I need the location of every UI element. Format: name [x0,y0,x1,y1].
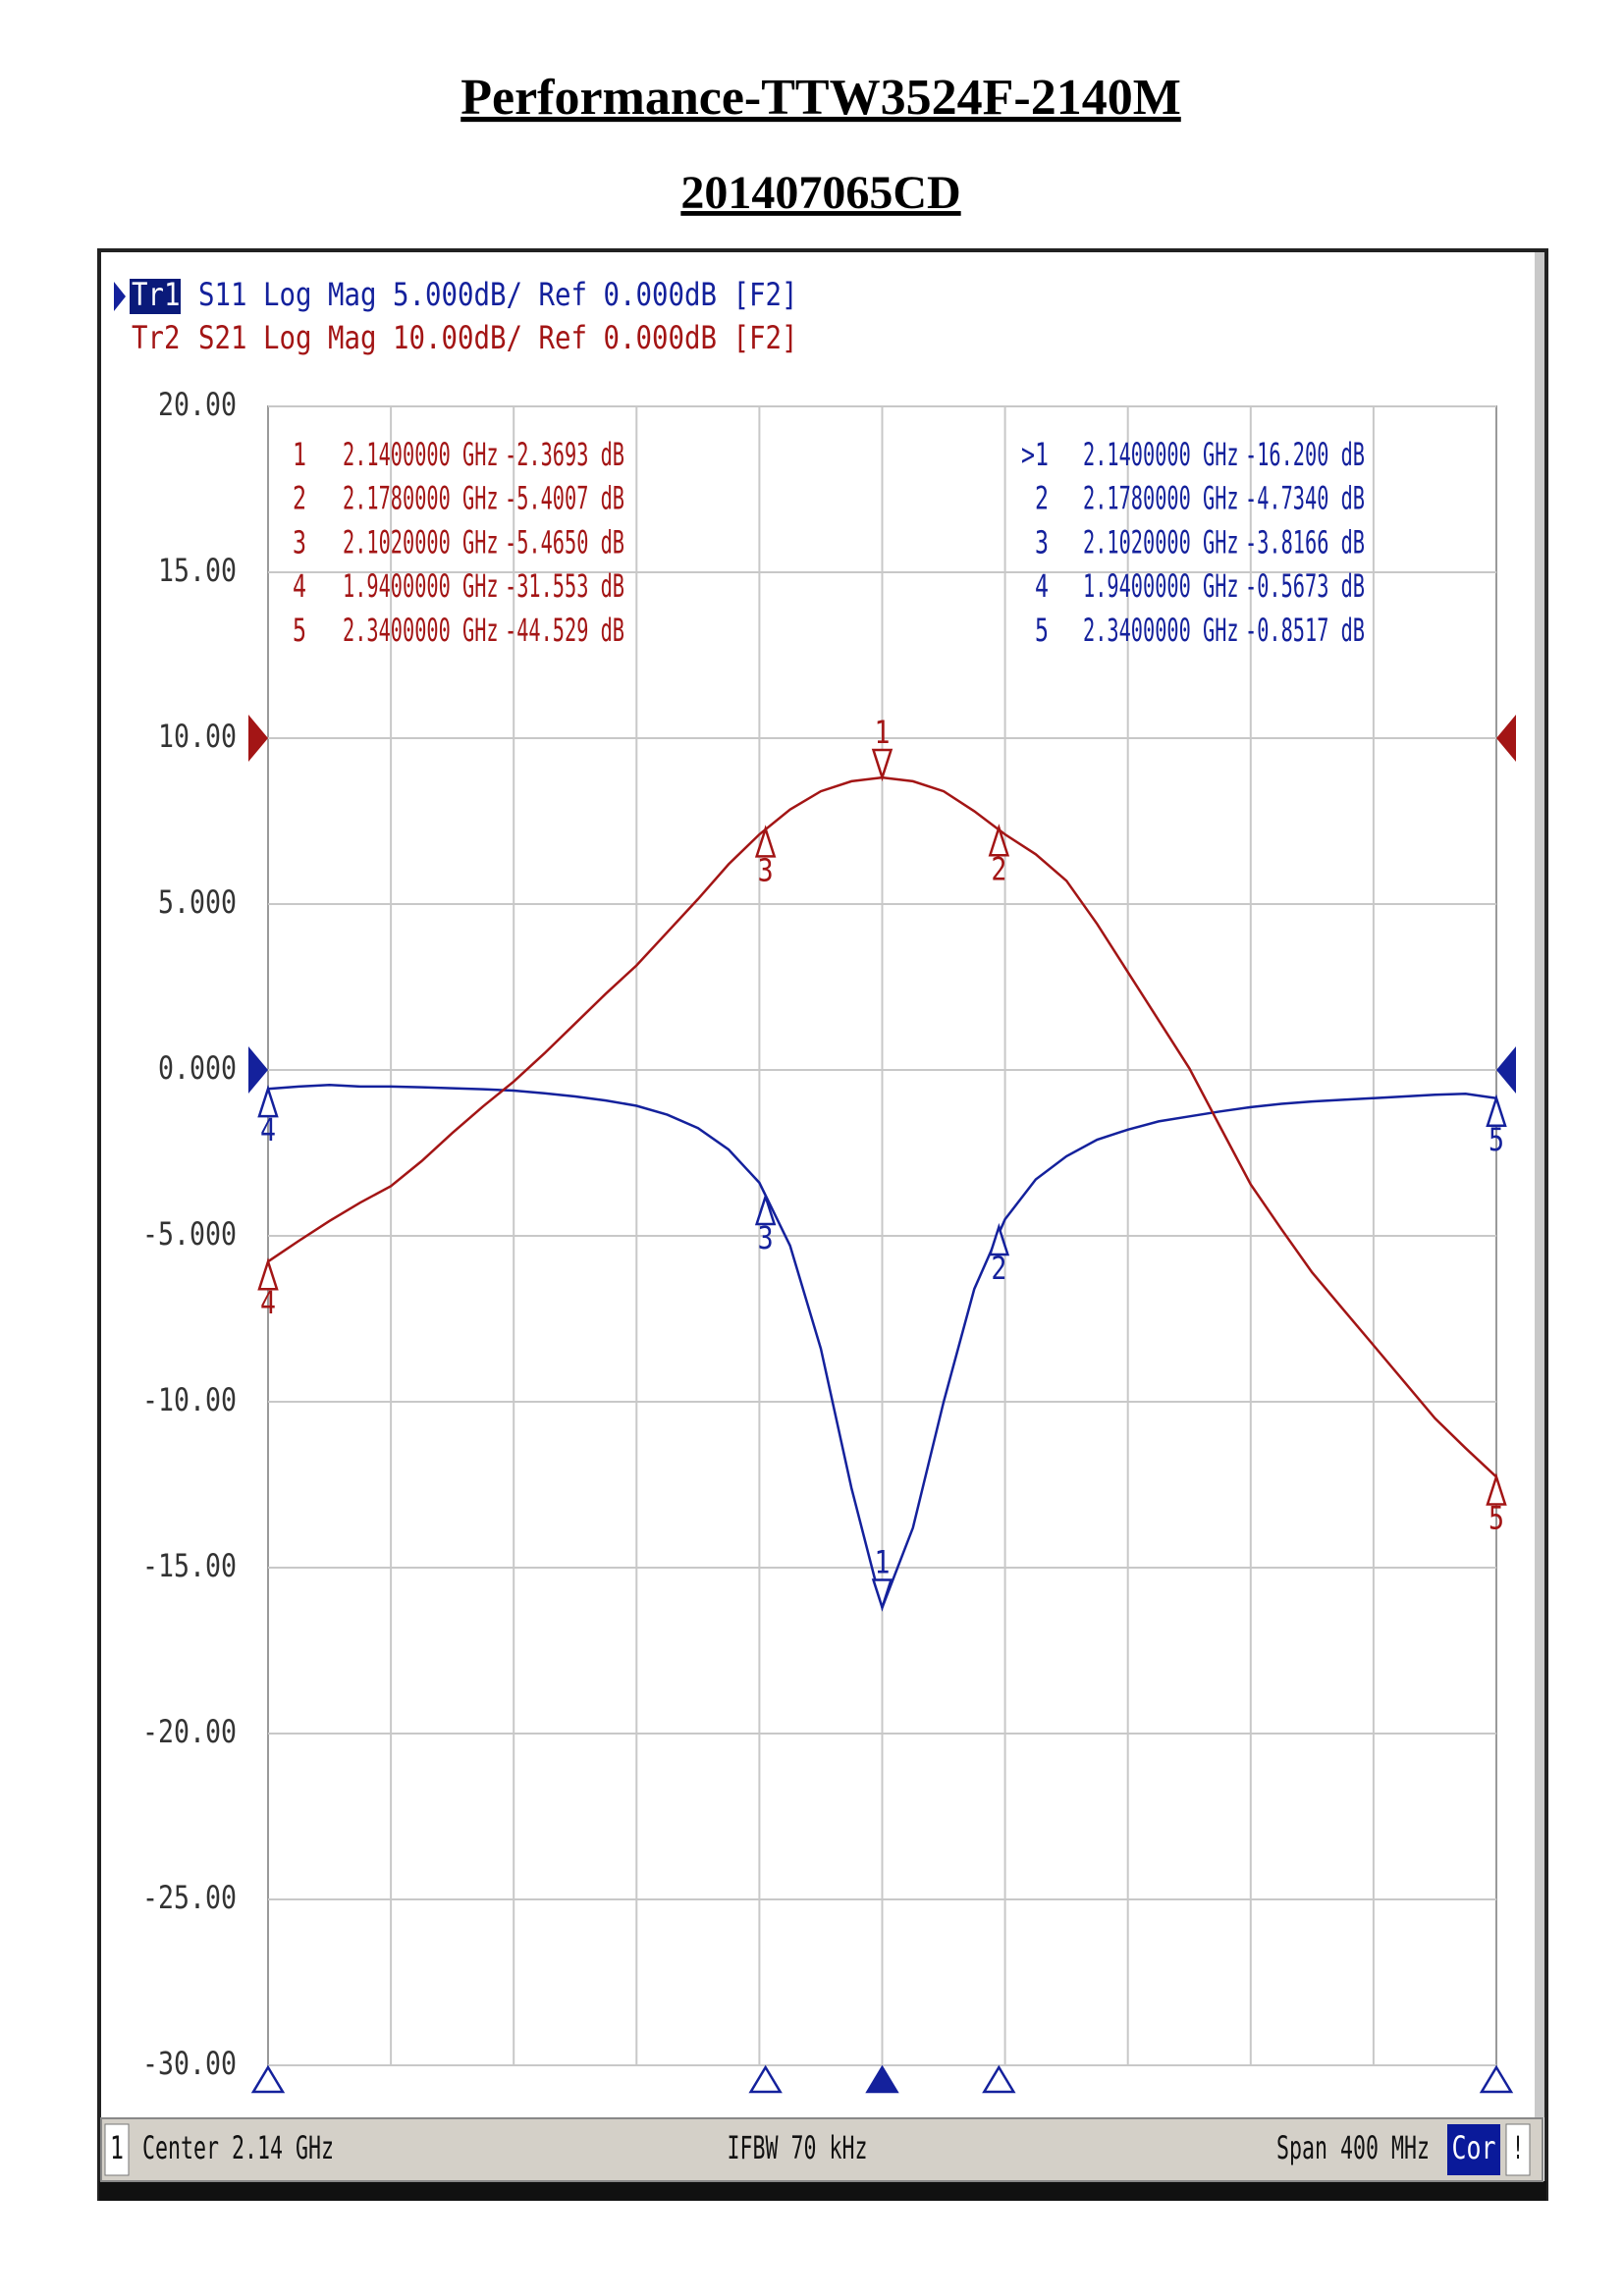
stimulus-marker [982,2064,1016,2094]
y-tick-label: 15.00 [158,552,237,589]
marker-label: 4 [260,1111,276,1148]
status-center: Center 2.14 GHz [142,2129,334,2166]
ref-arrow-left [248,715,268,762]
y-tick-label: 10.00 [158,718,237,755]
marker [754,825,777,858]
chart-title: Performance-TTW3524F-2140M [460,70,1181,126]
marker [988,824,1010,857]
marker-table-freq: 1.9400000 GHz [343,567,499,605]
ref-arrow-right [1496,1046,1516,1094]
marker-label: 1 [875,714,891,751]
marker-label: 2 [991,850,1006,887]
channel-box [104,2123,130,2176]
stimulus-marker [1479,2064,1514,2094]
marker-label: 5 [1489,1121,1504,1158]
marker-table-id: 1 [293,436,306,473]
marker-table-freq: 2.1400000 GHz [343,436,499,473]
marker-table-freq: 2.1020000 GHz [1083,523,1239,561]
trace-name: Tr1 [132,276,181,313]
marker-label: 1 [875,1544,891,1581]
status-span: Span 400 MHz [1276,2129,1430,2166]
marker-table-value: -5.4650 dB [505,523,624,561]
scroll-strip [1535,252,1544,2117]
marker [871,748,893,782]
marker-table-freq: 1.9400000 GHz [1083,567,1239,605]
stimulus-marker [748,2064,783,2094]
marker-table-value: -0.5673 dB [1245,567,1365,605]
marker-table-id: 3 [1035,523,1049,561]
trace-name: Tr2 [132,319,181,356]
chart-subtitle: 201407065CD [680,167,960,219]
marker-label: 5 [1489,1500,1504,1537]
y-tick-label: -25.00 [142,1879,237,1916]
marker-table-value: -0.8517 dB [1245,612,1365,649]
marker-table-id: 5 [293,612,306,649]
y-tick-label: -20.00 [142,1713,237,1750]
y-tick-label: -10.00 [142,1381,237,1418]
marker-table-value: -31.553 dB [505,567,624,605]
status-ifbw: IFBW 70 kHz [728,2129,868,2166]
y-tick-label: -5.000 [142,1215,237,1253]
warning-box [1505,2123,1531,2176]
trace-label: S11 Log Mag 5.000dB/ Ref 0.000dB [F2] [198,276,798,313]
marker [1486,1094,1507,1128]
y-tick-label: -30.00 [142,2045,237,2082]
marker-table-id: >1 [1021,436,1049,473]
status-channel: 1 [110,2129,124,2166]
active-trace-highlight [130,279,181,314]
marker-table-value: -5.4007 dB [505,480,624,517]
marker-table-freq: 2.3400000 GHz [343,612,499,649]
marker-table-id: 2 [293,480,306,517]
marker-table-freq: 2.3400000 GHz [1083,612,1239,649]
active-trace-pointer [114,282,126,311]
marker-label: 3 [758,1219,774,1256]
marker-table-freq: 2.1020000 GHz [343,523,499,561]
y-tick-label: 5.000 [158,883,237,921]
marker-table-freq: 2.1780000 GHz [343,480,499,517]
ref-arrow-left [248,1046,268,1094]
status-bar [100,2117,1543,2182]
marker-table-id: 3 [293,523,306,561]
marker-table-freq: 2.1400000 GHz [1083,436,1239,473]
y-tick-label: 20.00 [158,386,237,423]
marker-table-id: 2 [1035,480,1049,517]
marker-table-id: 5 [1035,612,1049,649]
marker [1486,1472,1507,1506]
marker-table-value: -44.529 dB [505,612,624,649]
marker-label: 2 [991,1250,1006,1287]
trace-label: S21 Log Mag 10.00dB/ Ref 0.000dB [F2] [198,319,798,356]
marker-table-freq: 2.1780000 GHz [1083,480,1239,517]
marker [257,1257,279,1291]
marker-label: 3 [758,851,774,888]
y-tick-label: 0.000 [158,1049,237,1087]
marker-table-value: -16.200 dB [1245,436,1365,473]
y-tick-label: -15.00 [142,1547,237,1584]
marker [257,1085,279,1118]
bottom-bar [99,2181,1546,2201]
marker-table-id: 4 [1035,567,1049,605]
correction-box [1447,2124,1500,2175]
status-warning: ! [1512,2129,1524,2166]
marker-table-value: -4.7340 dB [1245,480,1365,517]
marker-table-value: -3.8166 dB [1245,523,1365,561]
marker [754,1192,777,1226]
ref-arrow-right [1496,715,1516,762]
marker [988,1222,1010,1256]
stimulus-marker [865,2064,899,2094]
status-correction: Cor [1452,2129,1496,2166]
marker-table-value: -2.3693 dB [505,436,624,473]
marker-table-id: 4 [293,567,306,605]
stimulus-marker [250,2064,286,2094]
marker [871,1578,893,1612]
marker-label: 4 [260,1284,276,1321]
